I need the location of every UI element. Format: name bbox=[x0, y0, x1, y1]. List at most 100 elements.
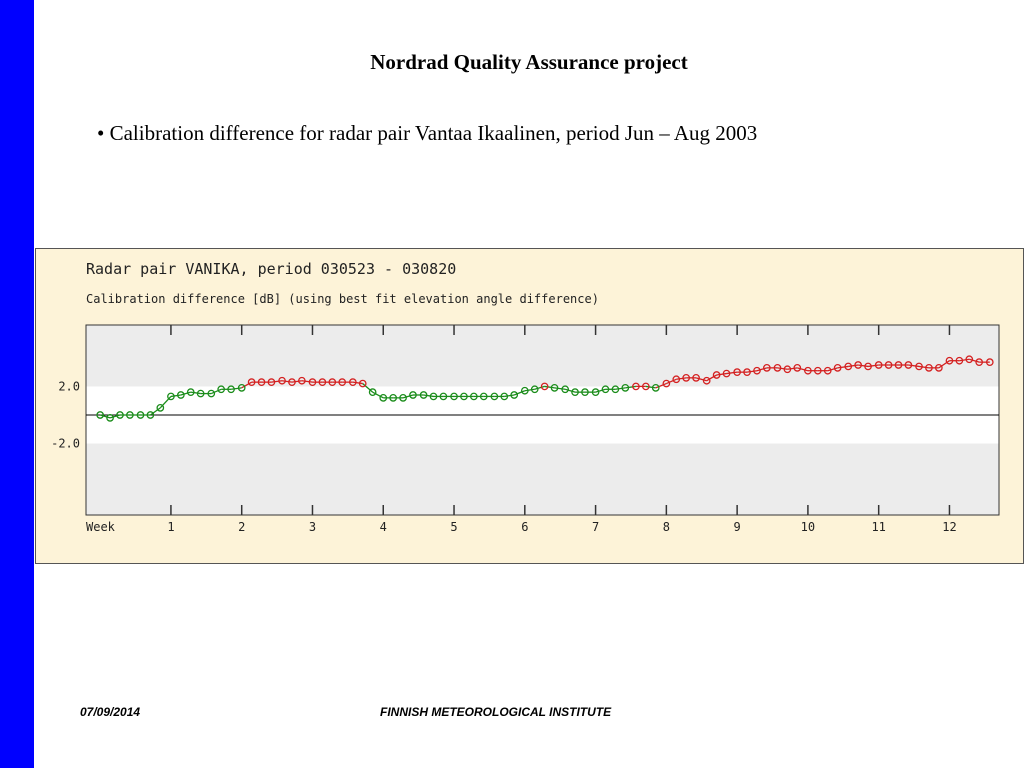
data-point bbox=[662, 379, 671, 388]
series-segment bbox=[271, 380, 283, 383]
data-point bbox=[288, 378, 296, 386]
y-tick-label: -2.0 bbox=[51, 437, 80, 451]
chart-title: Radar pair VANIKA, period 030523 - 03082… bbox=[86, 260, 456, 278]
data-point bbox=[712, 371, 721, 379]
data-point bbox=[793, 364, 802, 372]
data-point bbox=[308, 378, 317, 386]
data-point bbox=[934, 364, 943, 372]
series-segment bbox=[231, 387, 242, 390]
x-tick-label: 4 bbox=[380, 520, 387, 534]
data-point bbox=[389, 394, 398, 402]
series-segment bbox=[504, 394, 515, 398]
data-point bbox=[773, 364, 782, 372]
data-point bbox=[460, 392, 468, 401]
data-point bbox=[156, 404, 165, 412]
data-point bbox=[196, 389, 205, 398]
series-segment bbox=[676, 377, 687, 380]
x-tick-label: 2 bbox=[238, 520, 245, 534]
data-point bbox=[540, 382, 549, 391]
data-point bbox=[217, 385, 226, 394]
data-point bbox=[783, 365, 792, 374]
series-segment bbox=[695, 377, 707, 382]
data-point bbox=[298, 376, 306, 385]
data-point bbox=[167, 392, 175, 401]
data-point bbox=[611, 385, 620, 394]
chart-subtitle: Calibration difference [dB] (using best … bbox=[86, 292, 599, 306]
data-point bbox=[621, 384, 630, 392]
data-point bbox=[186, 388, 195, 396]
data-point bbox=[955, 356, 964, 365]
plot-border bbox=[85, 324, 1000, 516]
series-segment bbox=[595, 388, 606, 393]
data-point bbox=[763, 364, 771, 372]
data-point bbox=[500, 392, 509, 401]
data-point bbox=[682, 374, 691, 382]
series-segment bbox=[554, 387, 566, 390]
slide-title: Nordrad Quality Assurance project bbox=[370, 50, 688, 74]
calibration-chart: Radar pair VANIKA, period 030523 - 03082… bbox=[51, 260, 1000, 534]
series-segment bbox=[301, 380, 313, 383]
data-point bbox=[571, 388, 579, 396]
data-point bbox=[581, 388, 589, 396]
series-segment bbox=[938, 360, 950, 369]
data-point bbox=[419, 391, 428, 399]
data-point bbox=[146, 411, 155, 419]
x-axis-label: Week bbox=[86, 520, 116, 534]
data-point bbox=[520, 386, 529, 395]
data-point bbox=[106, 414, 114, 422]
series-segment bbox=[281, 380, 293, 383]
data-point bbox=[965, 355, 974, 364]
data-point bbox=[237, 384, 246, 392]
data-point bbox=[884, 361, 893, 369]
series-segment bbox=[150, 407, 161, 416]
data-point bbox=[439, 392, 448, 401]
series-segment bbox=[645, 385, 656, 389]
series-segment bbox=[291, 380, 302, 383]
series-segment bbox=[372, 391, 384, 399]
data-point bbox=[874, 361, 883, 369]
bullet-text: • Calibration difference for radar pair … bbox=[97, 121, 758, 145]
data-point bbox=[753, 366, 761, 375]
data-point bbox=[672, 375, 681, 384]
series-segment bbox=[777, 367, 788, 370]
footer-organization: FINNISH METEOROLOGICAL INSTITUTE bbox=[380, 705, 612, 719]
series-segment bbox=[756, 367, 768, 372]
series-segment bbox=[797, 367, 809, 372]
series-segment bbox=[402, 394, 414, 399]
sidebar-bar bbox=[0, 0, 34, 768]
x-tick-label: 5 bbox=[450, 520, 457, 534]
data-point bbox=[632, 382, 640, 391]
data-point bbox=[207, 389, 216, 398]
data-point bbox=[399, 394, 407, 402]
data-point bbox=[490, 392, 499, 401]
series-segment bbox=[352, 381, 363, 385]
series-segment bbox=[918, 365, 930, 369]
series-segment bbox=[190, 391, 201, 395]
data-point bbox=[591, 388, 600, 396]
data-point bbox=[136, 411, 145, 419]
y-tick-label: 2.0 bbox=[58, 379, 80, 393]
data-point bbox=[318, 378, 327, 386]
data-point bbox=[561, 385, 569, 394]
data-point bbox=[601, 385, 610, 394]
data-point bbox=[247, 378, 256, 386]
series-segment bbox=[564, 388, 576, 393]
x-tick-label: 8 bbox=[663, 520, 670, 534]
series-segment bbox=[513, 390, 526, 396]
data-point bbox=[278, 376, 286, 385]
data-point bbox=[368, 388, 377, 396]
data-point bbox=[945, 356, 954, 365]
x-tick-label: 11 bbox=[871, 520, 885, 534]
series-segment bbox=[666, 378, 677, 385]
data-point bbox=[479, 392, 488, 401]
data-point bbox=[651, 384, 660, 392]
data-point bbox=[267, 378, 276, 386]
data-point bbox=[328, 378, 337, 386]
data-point bbox=[864, 362, 872, 371]
data-point bbox=[904, 361, 913, 369]
data-point bbox=[469, 392, 478, 401]
data-point bbox=[804, 366, 812, 375]
series-segment bbox=[362, 383, 374, 393]
data-point bbox=[338, 378, 347, 386]
series-segment bbox=[524, 388, 535, 392]
